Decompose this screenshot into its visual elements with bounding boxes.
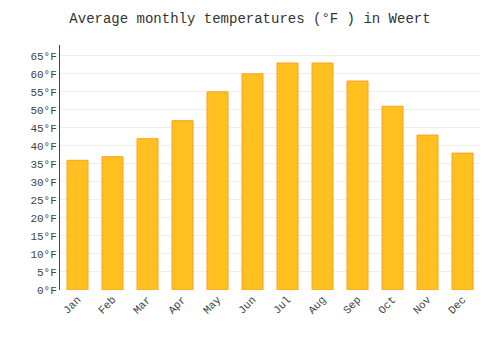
- svg-text:25°F: 25°F: [30, 195, 56, 207]
- svg-text:Jul: Jul: [271, 294, 293, 316]
- svg-text:0°F: 0°F: [37, 285, 57, 297]
- svg-text:Nov: Nov: [411, 294, 434, 317]
- svg-text:Sep: Sep: [341, 294, 363, 316]
- svg-text:35°F: 35°F: [30, 159, 56, 171]
- svg-text:May: May: [201, 294, 224, 317]
- svg-text:20°F: 20°F: [30, 213, 56, 225]
- svg-text:55°F: 55°F: [30, 87, 56, 99]
- svg-text:Jan: Jan: [61, 294, 83, 316]
- svg-text:Aug: Aug: [306, 294, 328, 316]
- svg-text:Jun: Jun: [236, 294, 258, 316]
- svg-text:65°F: 65°F: [30, 51, 56, 63]
- svg-text:10°F: 10°F: [30, 249, 56, 261]
- svg-text:Apr: Apr: [166, 294, 188, 316]
- svg-text:Dec: Dec: [446, 294, 468, 316]
- svg-text:15°F: 15°F: [30, 231, 56, 243]
- svg-text:45°F: 45°F: [30, 123, 56, 135]
- svg-text:Oct: Oct: [376, 294, 398, 316]
- svg-text:Average monthly temperatures (: Average monthly temperatures (°F ) in We…: [69, 11, 430, 27]
- svg-text:5°F: 5°F: [37, 267, 57, 279]
- svg-text:50°F: 50°F: [30, 105, 56, 117]
- svg-text:60°F: 60°F: [30, 69, 56, 81]
- svg-text:40°F: 40°F: [30, 141, 56, 153]
- svg-text:Mar: Mar: [131, 294, 153, 316]
- svg-text:Feb: Feb: [96, 294, 118, 316]
- svg-text:30°F: 30°F: [30, 177, 56, 189]
